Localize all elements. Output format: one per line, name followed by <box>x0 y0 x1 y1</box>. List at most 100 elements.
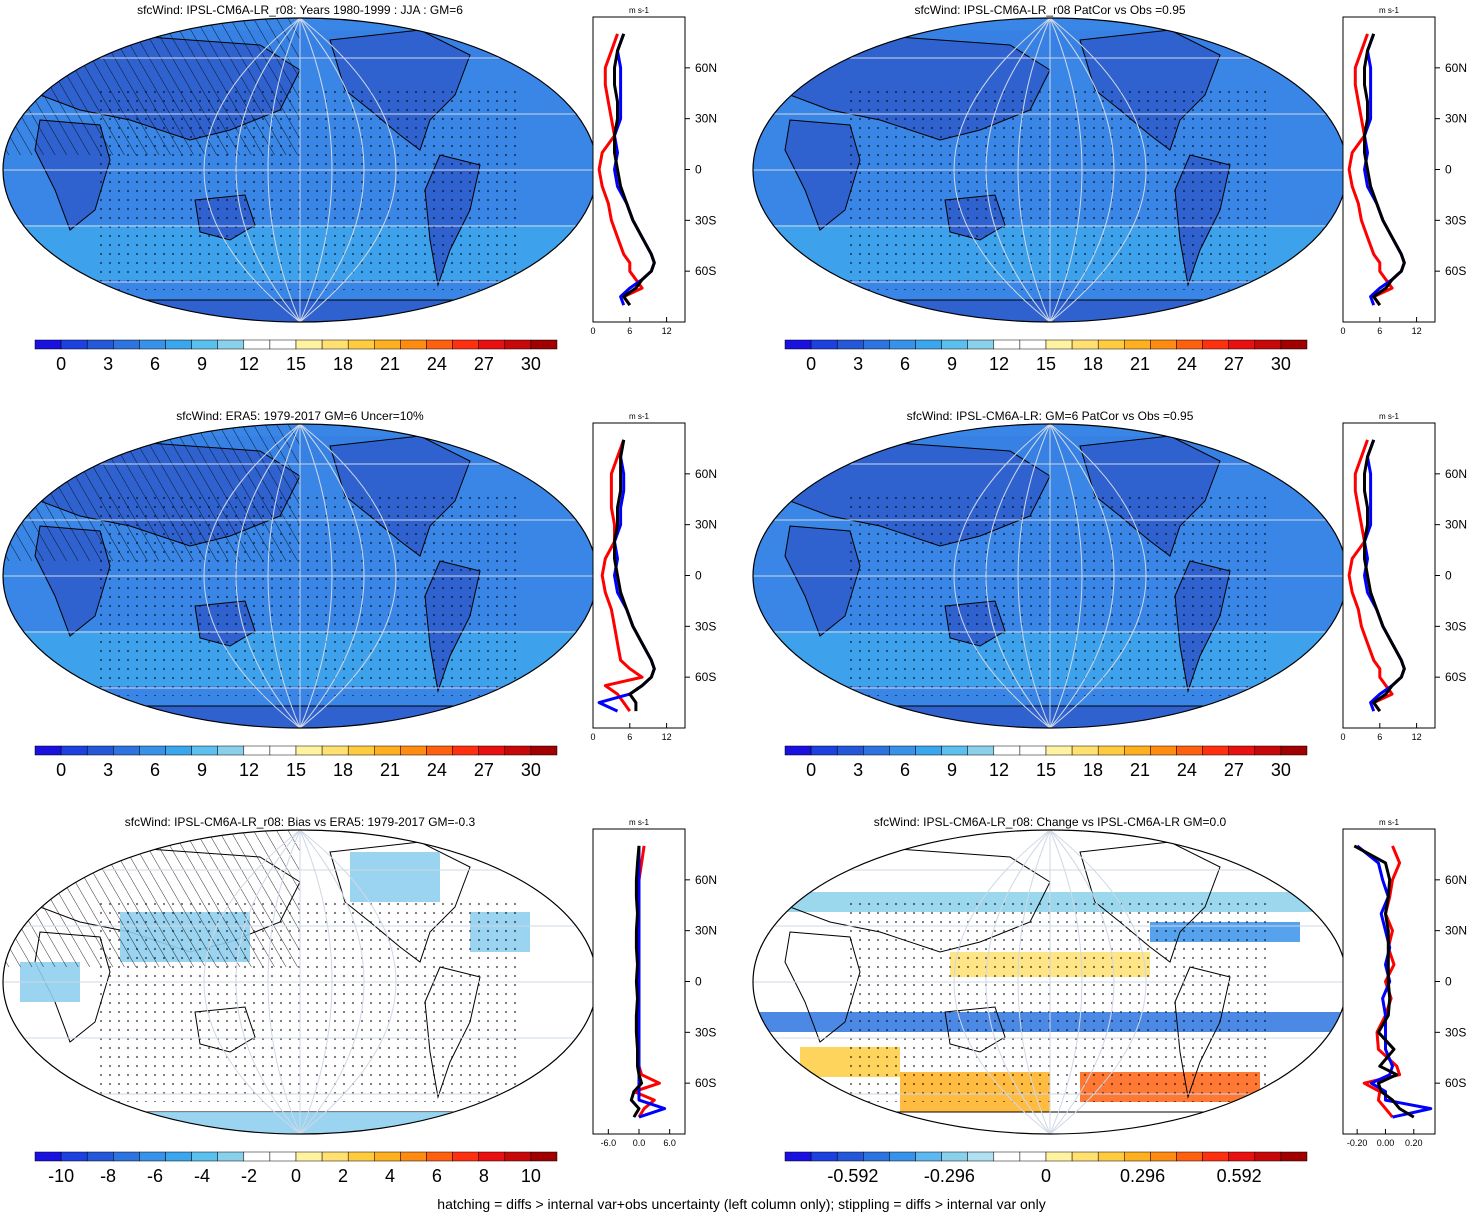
colorbar-cell <box>269 339 297 350</box>
colorbar-label: 9 <box>947 354 957 374</box>
latitude-tick-label: 30N <box>695 924 717 938</box>
colorbar-cell <box>784 745 812 756</box>
colorbar-cell <box>321 1151 349 1162</box>
colorbar-label: -2 <box>241 1166 257 1186</box>
colorbar-cell <box>1280 745 1308 756</box>
colorbar-cell <box>243 1151 271 1162</box>
colorbar-cell <box>1202 339 1229 350</box>
colorbar-cell <box>295 1151 323 1162</box>
latitude-tick-label: 60N <box>695 61 717 75</box>
panel-title: sfcWind: IPSL-CM6A-LR_r08 PatCor vs Obs … <box>914 3 1186 17</box>
colorbar-label: 24 <box>427 354 447 374</box>
colorbar-label: -0.296 <box>924 1166 975 1186</box>
zonal-x-tick-label: 0 <box>590 326 595 336</box>
graticule-meridian <box>953 423 1051 729</box>
stippling <box>100 90 520 290</box>
colorbar-label: 21 <box>1130 354 1150 374</box>
colorbar-cell <box>1254 745 1282 756</box>
zonal-x-tick-label: 6 <box>1377 326 1382 336</box>
unit-label: m s-1 <box>1379 412 1400 421</box>
latitude-tick-label: 30S <box>1445 1025 1466 1039</box>
panel-graphic: 0 3 6 9 12 15 18 21 24 27 30 m s-1 60N 30N 0 30S 60S 0 6 12 <box>752 412 1467 780</box>
graticule-meridian <box>235 829 301 1135</box>
latitude-tick-label: 60N <box>695 467 717 481</box>
colorbar-label: 6 <box>432 1166 442 1186</box>
colorbar-label: 27 <box>1224 760 1244 780</box>
zonal-plot-frame <box>1342 16 1436 323</box>
colorbar-cell <box>530 339 558 350</box>
panel-p1: sfcWind: IPSL-CM6A-LR_r08: Years 1980-19… <box>0 0 733 400</box>
colorbar-cell <box>347 1151 375 1162</box>
graticule-meridian <box>299 423 333 729</box>
colorbar-cell <box>400 1151 427 1162</box>
colorbar-cell <box>1176 745 1203 756</box>
colorbar-cell <box>478 339 506 350</box>
colorbar-cell <box>967 339 995 350</box>
zonal-series-black <box>613 439 656 712</box>
graticule-meridian <box>985 423 1051 729</box>
colorbar-cell <box>1202 745 1229 756</box>
colorbar-label: 12 <box>989 354 1009 374</box>
colorbar-label: 0 <box>56 354 66 374</box>
zonal-x-tick-label: 6 <box>1377 732 1382 742</box>
latitude-tick-label: 0 <box>695 163 702 177</box>
colorbar-cell <box>915 1151 942 1162</box>
stippling <box>850 90 1270 290</box>
latitude-tick-label: 60S <box>1445 264 1466 278</box>
graticule-meridian <box>299 423 397 729</box>
colorbar-cell <box>60 745 88 756</box>
colorbar-cell <box>836 339 864 350</box>
latitude-tick-label: 30S <box>1445 213 1466 227</box>
colorbar-label: 12 <box>989 760 1009 780</box>
colorbar-cell <box>1071 1151 1099 1162</box>
bias-patch <box>60 1112 560 1134</box>
latitude-tick-label: 30S <box>695 213 716 227</box>
panel-p4: sfcWind: IPSL-CM6A-LR: GM=6 PatCor vs Ob… <box>750 406 1483 806</box>
graticule-meridian <box>299 17 397 323</box>
graticule-meridian <box>203 423 301 729</box>
graticule-meridian <box>953 829 1051 1135</box>
footnote: hatching = diffs > internal var+obs unce… <box>437 1196 1046 1212</box>
colorbar-cell <box>165 339 192 350</box>
colorbar-label: 2 <box>338 1166 348 1186</box>
colorbar-cell <box>810 1151 838 1162</box>
colorbar-label: 3 <box>853 354 863 374</box>
colorbar-cell <box>836 745 864 756</box>
latitude-tick-label: 0 <box>695 975 702 989</box>
graticule-meridian <box>299 423 365 729</box>
colorbar-cell <box>504 745 532 756</box>
latitude-tick-label: 60N <box>1445 873 1467 887</box>
graticule-meridian <box>1049 423 1147 729</box>
colorbar-cell <box>139 1151 166 1162</box>
colorbar-cell <box>889 339 916 350</box>
colorbar-cell <box>1150 339 1177 350</box>
colorbar-label: 30 <box>521 354 541 374</box>
graticule-meridian <box>299 17 333 323</box>
panel-title: sfcWind: ERA5: 1979-2017 GM=6 Uncer=10% <box>176 409 424 423</box>
colorbar-label: 8 <box>479 1166 489 1186</box>
latitude-tick-label: 30N <box>1445 112 1467 126</box>
colorbar-cell <box>1254 1151 1282 1162</box>
latitude-tick-label: 30S <box>695 619 716 633</box>
colorbar-cell <box>889 1151 916 1162</box>
colorbar-label: 0.592 <box>1217 1166 1262 1186</box>
colorbar-label: 0.296 <box>1120 1166 1165 1186</box>
graticule-meridian <box>1049 829 1147 1135</box>
colorbar-label: 0 <box>291 1166 301 1186</box>
bias-patch <box>350 852 440 902</box>
colorbar-cell <box>1202 1151 1229 1162</box>
colorbar-label: 18 <box>1083 354 1103 374</box>
colorbar-cell <box>1176 1151 1203 1162</box>
graticule-meridian <box>1049 423 1115 729</box>
stippling <box>850 902 1270 1102</box>
zonal-plot-frame <box>592 16 686 323</box>
colorbar-label: 27 <box>1224 354 1244 374</box>
zonal-series-red <box>597 33 644 306</box>
graticule-meridian <box>985 17 1051 323</box>
latitude-tick-label: 30S <box>1445 619 1466 633</box>
graticule-meridian <box>267 423 301 729</box>
colorbar-cell <box>60 1151 88 1162</box>
colorbar-cell <box>452 339 479 350</box>
colorbar-cell <box>400 745 427 756</box>
zonal-x-tick-label: 0.00 <box>1377 1138 1395 1148</box>
